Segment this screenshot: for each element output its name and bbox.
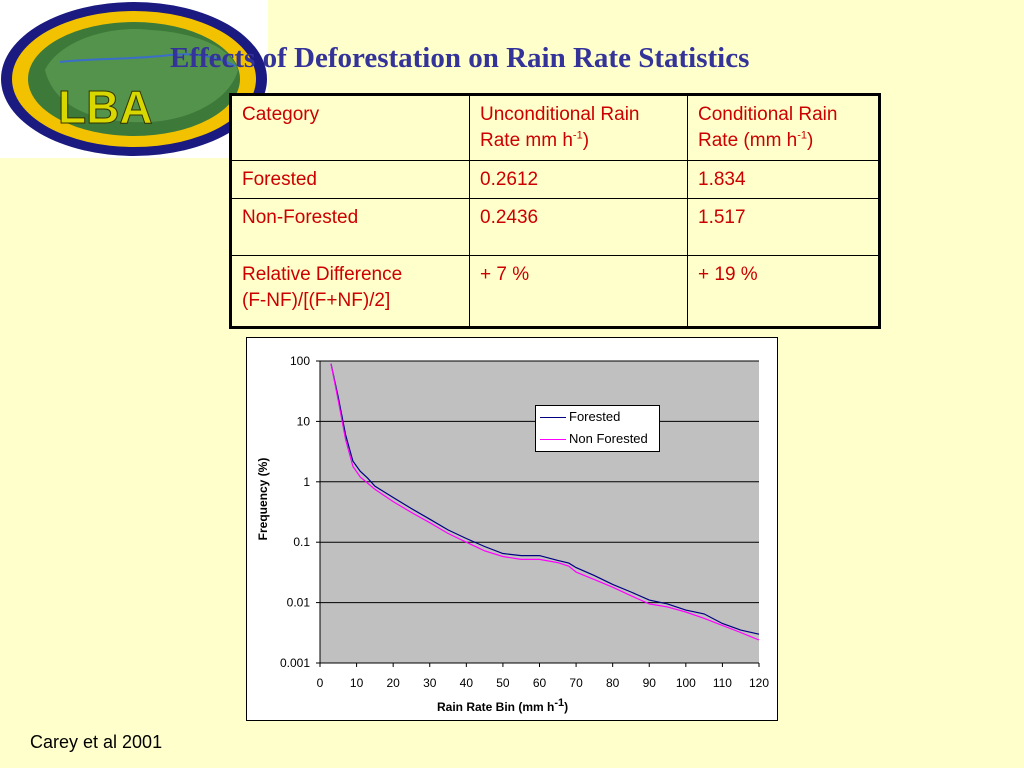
x-tick-label: 100: [676, 676, 696, 690]
lba-logo-graphic: LBA: [1, 2, 267, 156]
y-tick-label: 0.001: [280, 656, 310, 670]
frequency-chart: 100 10 1 0.1 0.01 0.001 0 10 20 30 40 50 60 70 80 90 100…: [246, 337, 778, 721]
table-header-row: Category Unconditional Rain Rate mm h-1)…: [230, 94, 880, 161]
y-tick-label: 100: [290, 354, 310, 368]
legend-label: Non Forested: [569, 431, 648, 446]
cell-unconditional: + 7 %: [469, 255, 688, 328]
cell-category: Forested: [230, 160, 470, 199]
lba-logo: LBA: [0, 0, 268, 158]
y-tick-label: 1: [303, 475, 310, 489]
series-line-non-forested: [330, 363, 760, 641]
chart-svg: 100 10 1 0.1 0.01 0.001 0 10 20 30 40 50 60 70 80 90 100…: [280, 354, 769, 690]
x-tick-label: 70: [569, 676, 583, 690]
citation: Carey et al 2001: [30, 732, 163, 752]
table-row: Non-Forested 0.2436 1.517: [230, 198, 880, 256]
legend-item-non-forested: Non Forested: [540, 431, 648, 449]
cell-conditional: 1.517: [687, 198, 880, 256]
x-axis-label: Rain Rate Bin (mm h-1): [437, 697, 569, 715]
x-tick-label: 60: [533, 676, 547, 690]
header-conditional: Conditional Rain Rate (mm h-1): [687, 94, 880, 161]
header-category: Category: [230, 94, 470, 161]
rain-rate-table: Category Unconditional Rain Rate mm h-1)…: [229, 93, 881, 329]
x-tick-label: 90: [643, 676, 657, 690]
cell-category: Non-Forested: [230, 198, 470, 256]
x-tick-label: 120: [749, 676, 769, 690]
cell-conditional: 1.834: [687, 160, 880, 199]
x-tick-label: 50: [496, 676, 510, 690]
y-tick-label: 0.01: [287, 596, 311, 610]
chart-legend: Forested Non Forested: [535, 405, 660, 452]
legend-swatch: [540, 417, 566, 419]
legend-item-forested: Forested: [540, 409, 620, 427]
series-line-forested: [330, 363, 760, 635]
x-tick-label: 30: [423, 676, 437, 690]
x-tick-label: 80: [606, 676, 620, 690]
x-tick-label: 0: [317, 676, 324, 690]
x-tick-label: 10: [350, 676, 364, 690]
lba-logo-text: LBA: [58, 81, 153, 133]
slide-title: Effects of Deforestation on Rain Rate St…: [170, 42, 750, 74]
cell-unconditional: 0.2612: [469, 160, 688, 199]
x-tick-label: 40: [460, 676, 474, 690]
x-tick-label: 20: [386, 676, 400, 690]
y-tick-label: 10: [297, 414, 311, 428]
y-tick-label: 0.1: [293, 535, 310, 549]
header-unconditional: Unconditional Rain Rate mm h-1): [469, 94, 688, 161]
x-tick-label: 110: [713, 676, 732, 690]
cell-category: Relative Difference (F-NF)/[(F+NF)/2]: [230, 255, 470, 328]
table-row: Relative Difference (F-NF)/[(F+NF)/2] + 7…: [230, 255, 880, 328]
legend-label: Forested: [569, 409, 621, 424]
y-axis-label: Frequency (%): [256, 457, 270, 541]
table-row: Forested 0.2612 1.834: [230, 160, 880, 199]
cell-unconditional: 0.2436: [469, 198, 688, 256]
legend-swatch: [540, 439, 566, 441]
cell-conditional: + 19 %: [687, 255, 880, 328]
